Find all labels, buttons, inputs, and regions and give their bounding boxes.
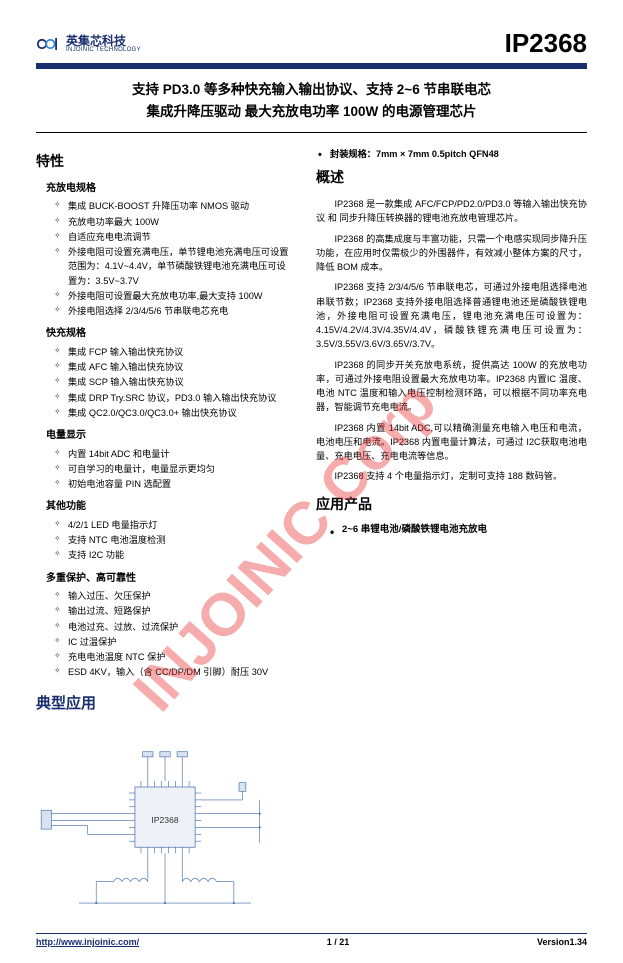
feature-item: 集成 BUCK-BOOST 升降压功率 NMOS 驱动 <box>56 199 294 213</box>
footer-page: 1 / 21 <box>327 937 350 947</box>
feature-subhead: 其他功能 <box>46 499 294 515</box>
right-column: 封装规格：7mm × 7mm 0.5pitch QFN48 概述 IP2368 … <box>316 147 587 939</box>
overview-para: IP2368 的同步开关充放电系统，提供高达 100W 的充放电功率，可通过外接… <box>316 358 587 415</box>
overview-heading: 概述 <box>316 167 587 189</box>
application-item: 2~6 串锂电池/磷酸铁锂电池充放电 <box>330 523 587 538</box>
logo-text-cn: 英集芯科技 <box>66 35 141 47</box>
page: INJOINIC Corp 英集芯科技 INJOINIC TECHNOLOGY … <box>0 0 623 963</box>
feature-item: 集成 SCP 输入输出快充协议 <box>56 375 294 389</box>
application-list: 2~6 串锂电池/磷酸铁锂电池充放电 <box>316 523 587 538</box>
feature-item: 集成 AFC 输入输出快充协议 <box>56 360 294 374</box>
feature-item: 集成 QC2.0/QC3.0/QC3.0+ 输出快充协议 <box>56 406 294 420</box>
feature-item: 外接电阻可设置充满电压，单节锂电池充满电压可设置范围为：4.1V~4.4V，单节… <box>56 245 294 288</box>
feature-subhead: 充放电规格 <box>46 181 294 197</box>
feature-subhead: 快充规格 <box>46 326 294 342</box>
feature-item: 自适应充电电流调节 <box>56 230 294 244</box>
feature-item: 集成 DRP Try.SRC 协议，PD3.0 输入输出快充协议 <box>56 391 294 405</box>
footer: http://www.injoinic.com/ 1 / 21 Version1… <box>36 933 587 947</box>
feature-item: IC 过温保护 <box>56 635 294 649</box>
package-spec: 封装规格：7mm × 7mm 0.5pitch QFN48 <box>316 147 587 161</box>
feature-list: 内置 14bit ADC 和电量计可自学习的电量计，电量显示更均匀初始电池容量 … <box>36 447 294 492</box>
feature-item: ESD 4KV，输入（含 CC/DP/DM 引脚）耐压 30V <box>56 665 294 679</box>
header: 英集芯科技 INJOINIC TECHNOLOGY IP2368 <box>36 28 587 69</box>
overview-paragraphs: IP2368 是一款集成 AFC/FCP/PD2.0/PD3.0 等输入输出快充… <box>316 197 587 484</box>
feature-subhead: 多重保护、高可靠性 <box>46 571 294 587</box>
svg-text:IP2368: IP2368 <box>151 815 178 825</box>
feature-subhead: 电量显示 <box>46 428 294 444</box>
feature-item: 充放电功率最大 100W <box>56 215 294 229</box>
feature-item: 可自学习的电量计，电量显示更均匀 <box>56 462 294 476</box>
feature-list: 4/2/1 LED 电量指示灯支持 NTC 电池温度检测支持 I2C 功能 <box>36 518 294 563</box>
feature-item: 输出过流、短路保护 <box>56 604 294 618</box>
feature-groups: 充放电规格集成 BUCK-BOOST 升降压功率 NMOS 驱动充放电功率最大 … <box>36 181 294 680</box>
feature-list: 集成 BUCK-BOOST 升降压功率 NMOS 驱动充放电功率最大 100W自… <box>36 199 294 318</box>
columns: 特性 充放电规格集成 BUCK-BOOST 升降压功率 NMOS 驱动充放电功率… <box>36 147 587 939</box>
typical-app-heading: 典型应用 <box>36 692 294 715</box>
footer-url[interactable]: http://www.injoinic.com/ <box>36 937 139 947</box>
overview-para: IP2368 支持 2/3/4/5/6 节串联电芯，可通过外接电阻选择电池串联节… <box>316 280 587 351</box>
logo-text-en: INJOINIC TECHNOLOGY <box>66 47 141 53</box>
feature-item: 充电电池温度 NTC 保护 <box>56 650 294 664</box>
footer-version: Version1.34 <box>537 937 587 947</box>
logo: 英集芯科技 INJOINIC TECHNOLOGY <box>36 32 141 56</box>
features-heading: 特性 <box>36 151 294 173</box>
left-column: 特性 充放电规格集成 BUCK-BOOST 升降压功率 NMOS 驱动充放电功率… <box>36 147 294 939</box>
application-diagram: IP2368 <box>36 725 294 935</box>
feature-item: 电池过充、过放、过流保护 <box>56 620 294 634</box>
overview-para: IP2368 的高集成度与丰富功能，只需一个电感实现同步降升压功能，在应用时仅需… <box>316 232 587 275</box>
title-line2: 集成升降压驱动 最大充放电功率 100W 的电源管理芯片 <box>36 101 587 123</box>
feature-item: 支持 I2C 功能 <box>56 548 294 562</box>
overview-para: IP2368 是一款集成 AFC/FCP/PD2.0/PD3.0 等输入输出快充… <box>316 197 587 226</box>
feature-item: 集成 FCP 输入输出快充协议 <box>56 345 294 359</box>
title-block: 支持 PD3.0 等多种快充输入输出协议、支持 2~6 节串联电芯 集成升降压驱… <box>36 79 587 133</box>
overview-para: IP2368 支持 4 个电量指示灯，定制可支持 188 数码管。 <box>316 469 587 483</box>
overview-para: IP2368 内置 14bit ADC,可以精确测量充电输入电压和电流，电池电压… <box>316 421 587 464</box>
feature-item: 输入过压、欠压保护 <box>56 589 294 603</box>
feature-item: 外接电阻可设置最大充放电功率,最大支持 100W <box>56 289 294 303</box>
feature-item: 4/2/1 LED 电量指示灯 <box>56 518 294 532</box>
feature-item: 支持 NTC 电池温度检测 <box>56 533 294 547</box>
part-number: IP2368 <box>505 28 587 59</box>
title-line1: 支持 PD3.0 等多种快充输入输出协议、支持 2~6 节串联电芯 <box>36 79 587 101</box>
feature-item: 外接电阻选择 2/3/4/5/6 节串联电芯充电 <box>56 304 294 318</box>
feature-list: 输入过压、欠压保护输出过流、短路保护电池过充、过放、过流保护IC 过温保护充电电… <box>36 589 294 680</box>
feature-list: 集成 FCP 输入输出快充协议集成 AFC 输入输出快充协议集成 SCP 输入输… <box>36 345 294 420</box>
feature-item: 初始电池容量 PIN 选配置 <box>56 477 294 491</box>
logo-icon <box>36 32 60 56</box>
feature-item: 内置 14bit ADC 和电量计 <box>56 447 294 461</box>
application-heading: 应用产品 <box>316 494 587 516</box>
